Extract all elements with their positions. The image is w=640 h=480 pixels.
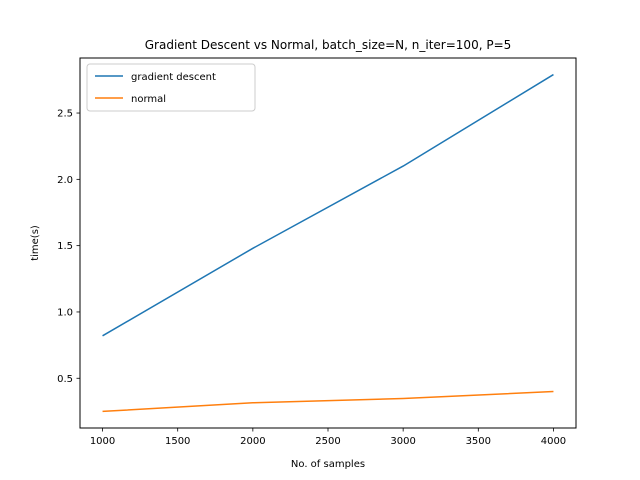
x-axis-label: No. of samples: [291, 459, 365, 470]
x-tick-label: 1000: [90, 436, 115, 447]
y-axis-label: time(s): [30, 225, 41, 261]
legend-frame: [86, 63, 256, 112]
x-tick-label: 3000: [390, 436, 415, 447]
y-tick-label: 2.0: [57, 175, 73, 186]
x-tick-label: 4000: [541, 436, 566, 447]
x-tick-label: 2000: [240, 436, 265, 447]
series-line-normal: [102, 390, 554, 413]
x-tick-label: 3500: [466, 436, 491, 447]
legend-label-normal: normal: [131, 94, 166, 105]
y-tick-label: 2.5: [57, 109, 73, 120]
series-lines: [102, 73, 554, 413]
x-tick-label: 2500: [315, 436, 340, 447]
series-line-gradient-descent: [102, 73, 554, 337]
plot-area-frame: [79, 57, 577, 429]
y-axis: 0.5 1.0 1.5 2.0 2.5: [57, 109, 80, 385]
x-axis: 1000 1500 2000 2500 3000 3500 4000: [90, 428, 566, 447]
x-tick-label: 1500: [165, 436, 190, 447]
y-tick-label: 1.0: [57, 307, 73, 318]
y-tick-label: 0.5: [57, 374, 73, 385]
y-tick-label: 1.5: [57, 241, 73, 252]
legend-label-gradient-descent: gradient descent: [131, 72, 216, 83]
legend: gradient descent normal: [86, 63, 256, 112]
chart-title: Gradient Descent vs Normal, batch_size=N…: [145, 38, 512, 52]
